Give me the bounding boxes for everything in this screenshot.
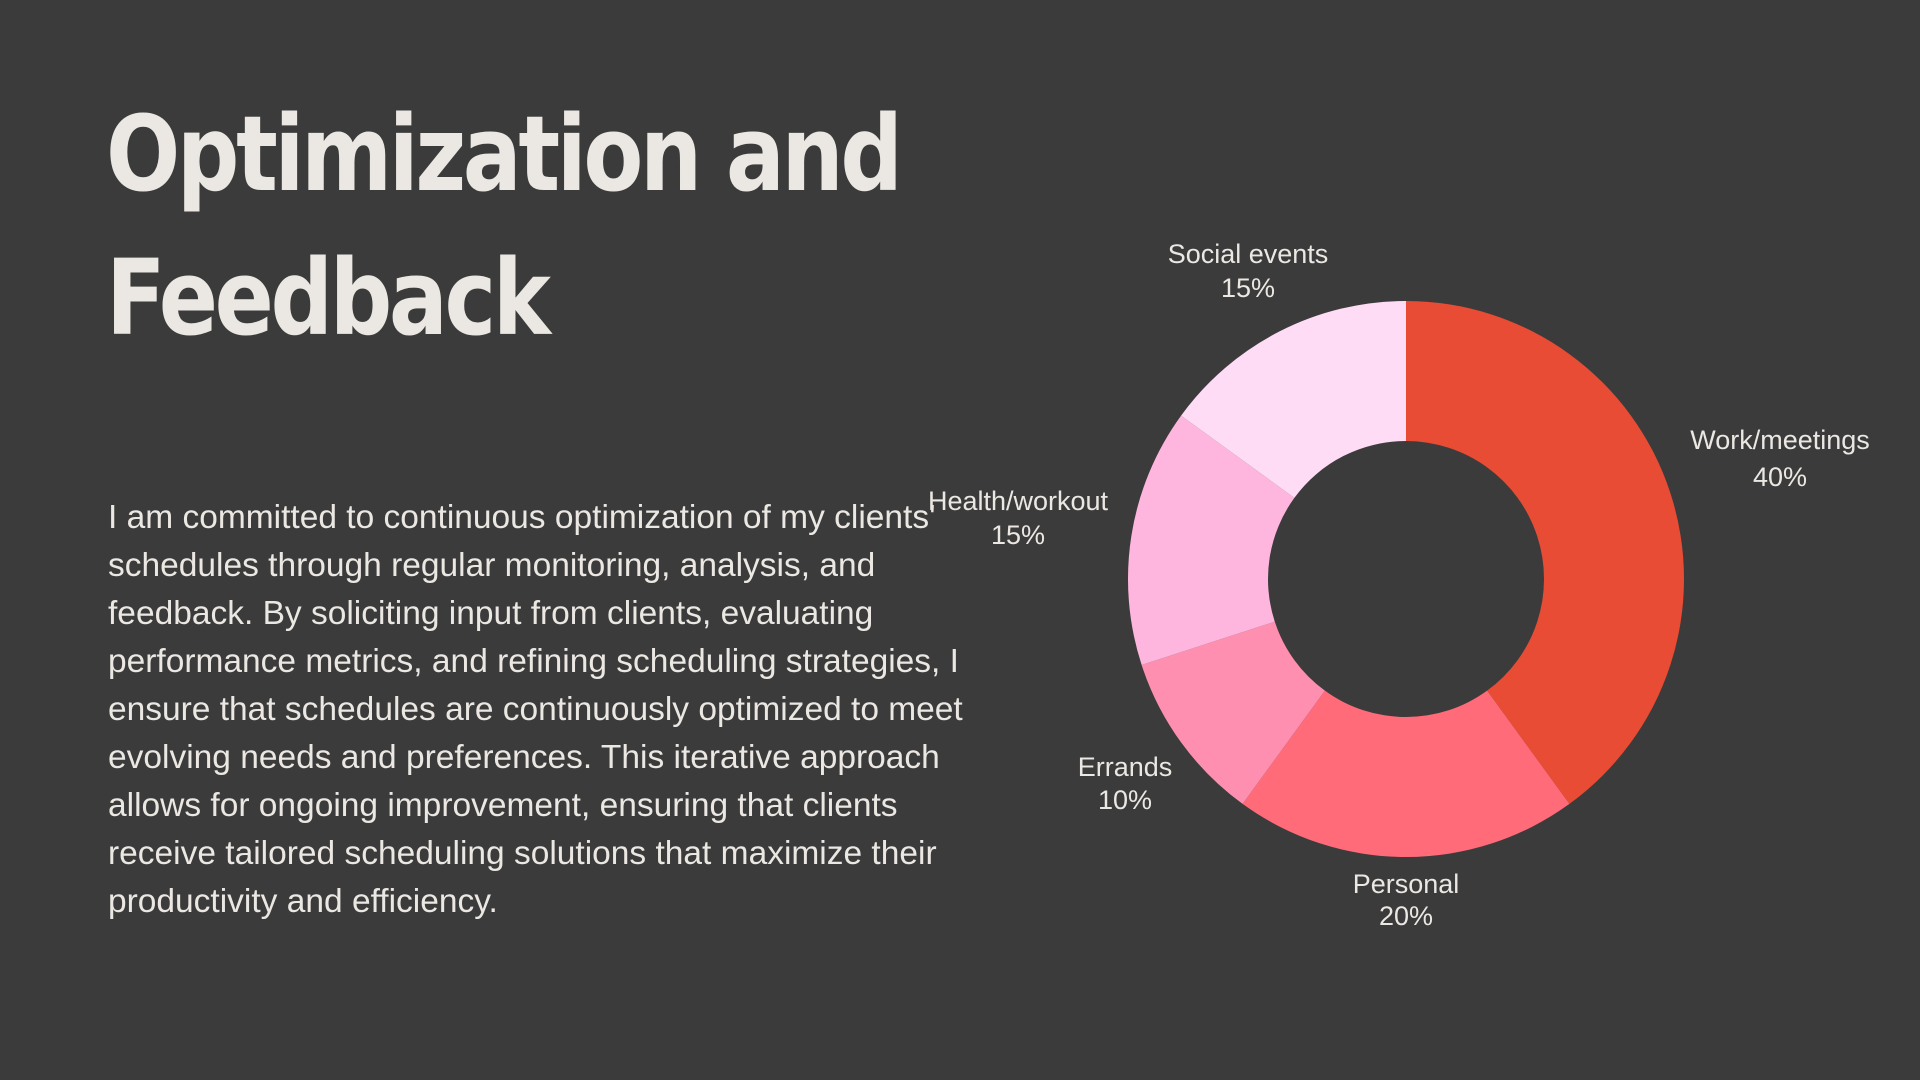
slide-title-line-1: Optimization and (106, 93, 903, 215)
slice-value-label: 15% (1221, 273, 1275, 303)
donut-slice-personal (1242, 690, 1570, 858)
slice-label: Health/workout (928, 486, 1109, 516)
slide-title-line-2: Feedback (106, 237, 551, 359)
slice-value-label: 40% (1753, 462, 1807, 492)
donut-slice-health-workout (1128, 415, 1295, 665)
slice-label: Personal (1353, 869, 1460, 899)
donut-slice-social-events (1181, 301, 1406, 498)
slice-value-label: 15% (991, 520, 1045, 550)
donut-slice-work-meetings (1406, 301, 1685, 804)
slice-value-label: 20% (1379, 901, 1433, 931)
body-paragraph: I am committed to continuous optimizatio… (108, 499, 963, 920)
slice-label: Work/meetings (1690, 425, 1870, 455)
slide-title: Optimization and Feedback (106, 82, 903, 370)
slice-label: Social events (1168, 239, 1329, 269)
slice-label: Errands (1078, 752, 1173, 782)
donut-slice-errands (1141, 621, 1325, 804)
slice-value-label: 10% (1098, 785, 1152, 815)
